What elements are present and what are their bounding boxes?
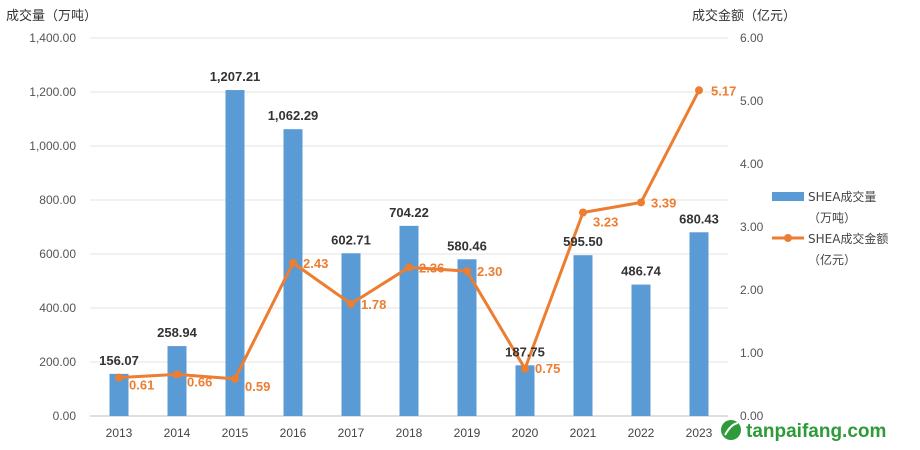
line-point [115, 373, 123, 382]
bar-data-label: 1,062.29 [268, 108, 319, 123]
right-axis-title: 成交金额（亿元） [692, 8, 796, 24]
line-data-label: 2.30 [477, 264, 502, 279]
bar-data-label: 704.22 [389, 205, 429, 220]
x-axis-ticks: 2013 2014 2015 2016 2017 2018 2019 2020 2021 2022… [106, 426, 713, 440]
line-point [231, 374, 239, 383]
y-tick-label: 800.00 [39, 193, 76, 207]
line-point [695, 86, 703, 95]
y-tick-label: 1,200.00 [29, 85, 76, 99]
bar [167, 346, 187, 416]
bar [225, 90, 245, 417]
bar-data-label: 680.43 [679, 211, 719, 226]
x-tick-label: 2018 [396, 426, 423, 440]
line-point [637, 198, 645, 207]
legend-swatch-bar [772, 192, 804, 201]
y-tick-label: 400.00 [39, 301, 76, 315]
leaf-icon-vein [724, 422, 739, 436]
bar-data-label: 187.75 [505, 344, 545, 359]
y2-tick-label: 1.00 [740, 346, 764, 360]
right-axis-ticks: 0.00 1.00 2.00 3.00 4.00 5.00 6.00 [740, 31, 764, 423]
legend-label-bar: SHEA成交量 [808, 189, 876, 204]
y-tick-label: 600.00 [39, 247, 76, 261]
bar [515, 365, 535, 416]
line-data-label: 0.66 [187, 374, 212, 389]
line-data-label: 5.17 [711, 83, 736, 98]
line-data-label: 3.23 [593, 215, 618, 230]
bar [457, 259, 477, 416]
line-point [405, 263, 413, 272]
x-tick-label: 2021 [570, 426, 597, 440]
x-tick-label: 2014 [164, 426, 191, 440]
bar [631, 284, 651, 416]
line-data-label: 0.59 [245, 379, 270, 394]
line-point [521, 364, 529, 373]
line-data-label: 0.61 [129, 378, 154, 393]
y2-tick-label: 6.00 [740, 31, 764, 45]
legend-label-line-unit: （亿元） [808, 252, 856, 267]
bar-data-label: 258.94 [157, 325, 198, 340]
x-tick-label: 2020 [512, 426, 539, 440]
line-data-label: 2.36 [419, 260, 444, 275]
x-tick-label: 2017 [338, 426, 365, 440]
bar-series [109, 90, 709, 417]
line-point [347, 299, 355, 308]
line-data-label: 2.43 [303, 256, 328, 271]
y2-tick-label: 4.00 [740, 157, 764, 171]
line-series [115, 86, 703, 383]
watermark-text: tanpaifang.com [746, 421, 886, 442]
line-point [463, 267, 471, 276]
line-data-label: 1.78 [361, 297, 386, 312]
legend-label-bar-unit: （万吨） [808, 211, 856, 225]
line-point [289, 258, 297, 267]
bar-data-label: 602.71 [331, 232, 371, 247]
line-point [173, 370, 181, 379]
y-tick-label: 200.00 [39, 355, 76, 369]
legend: SHEA成交量 （万吨） SHEA成交金额 （亿元） [772, 189, 888, 267]
line-point [579, 208, 587, 217]
x-tick-label: 2016 [280, 426, 307, 440]
legend-swatch-marker [784, 234, 792, 242]
bar [399, 225, 419, 416]
watermark: tanpaifang.com [721, 420, 886, 442]
bar [573, 255, 593, 416]
y2-tick-label: 3.00 [740, 220, 764, 234]
line-data-label: 0.75 [535, 361, 560, 376]
bar [689, 232, 709, 416]
bar [109, 373, 129, 416]
y-tick-label: 1,400.00 [29, 31, 76, 45]
y2-tick-label: 5.00 [740, 94, 764, 108]
y-tick-label: 0.00 [53, 409, 77, 423]
bar-data-label: 486.74 [621, 264, 662, 279]
bar-data-label: 595.50 [563, 234, 603, 249]
y2-tick-label: 2.00 [740, 283, 764, 297]
bar-data-label: 580.46 [447, 238, 487, 253]
x-tick-label: 2019 [454, 426, 481, 440]
bar-data-label: 156.07 [99, 353, 139, 368]
left-axis-title: 成交量（万吨） [6, 8, 97, 24]
x-tick-label: 2013 [106, 426, 133, 440]
y-tick-label: 1,000.00 [29, 139, 76, 153]
left-axis-ticks: 0.00 200.00 400.00 600.00 800.00 1,000.00 1,20… [29, 31, 76, 423]
x-tick-label: 2023 [686, 426, 713, 440]
x-tick-label: 2022 [628, 426, 655, 440]
bar [283, 129, 303, 416]
bar-data-label: 1,207.21 [210, 69, 261, 84]
x-tick-label: 2015 [222, 426, 249, 440]
data-labels: 156.07 258.94 1,207.21 1,062.29 602.71 704.22… [99, 69, 736, 394]
bar [341, 253, 361, 416]
legend-label-line: SHEA成交金额 [808, 231, 888, 246]
y2-tick-label: 0.00 [740, 409, 764, 423]
line-data-label: 3.39 [651, 195, 676, 210]
